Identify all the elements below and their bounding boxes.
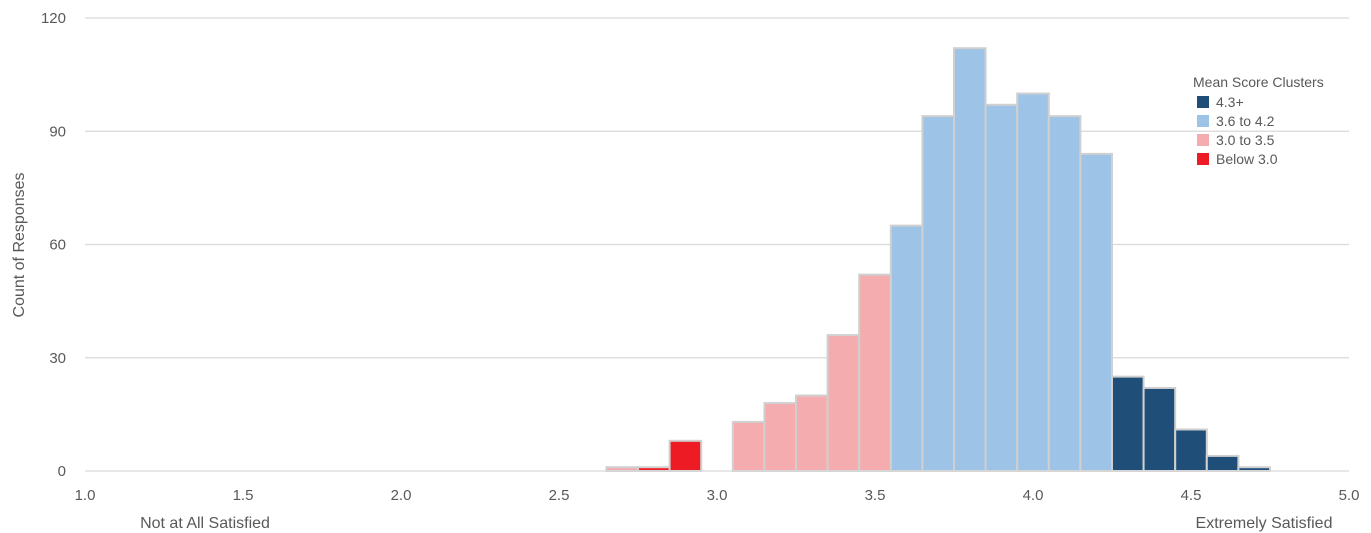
legend-swatch bbox=[1197, 152, 1209, 165]
histogram-bar bbox=[1174, 428, 1208, 473]
histogram-bar bbox=[826, 334, 861, 472]
y-tick-label: 90 bbox=[49, 123, 66, 140]
histogram-bar bbox=[1047, 115, 1082, 473]
legend-swatch bbox=[1197, 114, 1209, 127]
histogram-bar bbox=[763, 402, 798, 472]
y-tick-label: 30 bbox=[49, 350, 66, 367]
gridlines bbox=[85, 17, 1349, 359]
histogram-bar bbox=[984, 103, 1019, 472]
legend-swatch bbox=[1197, 133, 1209, 146]
x-tick-label: 2.0 bbox=[391, 487, 412, 504]
x-tick-label: 3.0 bbox=[707, 487, 728, 504]
histogram-bar bbox=[889, 224, 924, 472]
y-tick-label: 120 bbox=[41, 10, 66, 27]
y-tick-label: 0 bbox=[58, 463, 66, 480]
histogram-bar bbox=[953, 47, 987, 472]
legend-item: Below 3.0 bbox=[1197, 149, 1324, 168]
legend-items: 4.3+ 3.6 to 4.2 3.0 to 3.5 Below 3.0 bbox=[1193, 92, 1324, 168]
histogram-bar bbox=[1079, 152, 1114, 472]
histogram-bar bbox=[1142, 386, 1177, 473]
histogram-bar bbox=[731, 420, 766, 472]
legend-label: 3.6 to 4.2 bbox=[1216, 112, 1275, 129]
histogram-bar bbox=[668, 439, 703, 472]
x-tick-label: 4.0 bbox=[1023, 487, 1044, 504]
histogram-bar bbox=[1205, 454, 1240, 472]
histogram-bar bbox=[858, 273, 892, 473]
x-tick-label: 3.5 bbox=[865, 487, 886, 504]
x-tick-label: 5.0 bbox=[1339, 487, 1360, 504]
x-tick-label: 1.5 bbox=[233, 487, 254, 504]
y-tick-label: 60 bbox=[49, 237, 66, 254]
bars bbox=[605, 47, 1272, 473]
legend-item: 4.3+ bbox=[1197, 92, 1324, 111]
histogram-bar bbox=[1111, 375, 1145, 472]
x-axis-tick-labels: 1.0 1.5 2.0 2.5 3.0 3.5 4.0 4.5 5.0 bbox=[75, 487, 1360, 504]
x-axis-right-end-label: Extremely Satisfied bbox=[1196, 515, 1333, 532]
y-axis-tick-labels: 0 30 60 90 120 bbox=[41, 10, 66, 480]
histogram-bar bbox=[921, 115, 956, 473]
legend-label: 3.0 to 3.5 bbox=[1216, 131, 1275, 148]
legend-title: Mean Score Clusters bbox=[1193, 74, 1324, 90]
legend-swatch bbox=[1197, 95, 1209, 108]
y-axis-title: Count of Responses bbox=[11, 173, 28, 318]
legend-item: 3.6 to 4.2 bbox=[1197, 111, 1324, 130]
x-axis-left-end-label: Not at All Satisfied bbox=[140, 515, 270, 532]
legend: Mean Score Clusters 4.3+ 3.6 to 4.2 3.0 to… bbox=[1193, 74, 1324, 168]
x-tick-label: 4.5 bbox=[1181, 487, 1202, 504]
histogram-bar bbox=[1016, 92, 1050, 472]
histogram-bar bbox=[795, 394, 829, 472]
legend-label: Below 3.0 bbox=[1216, 150, 1278, 167]
legend-label: 4.3+ bbox=[1216, 93, 1244, 110]
x-tick-label: 1.0 bbox=[75, 487, 96, 504]
x-tick-label: 2.5 bbox=[549, 487, 570, 504]
legend-item: 3.0 to 3.5 bbox=[1197, 130, 1324, 149]
